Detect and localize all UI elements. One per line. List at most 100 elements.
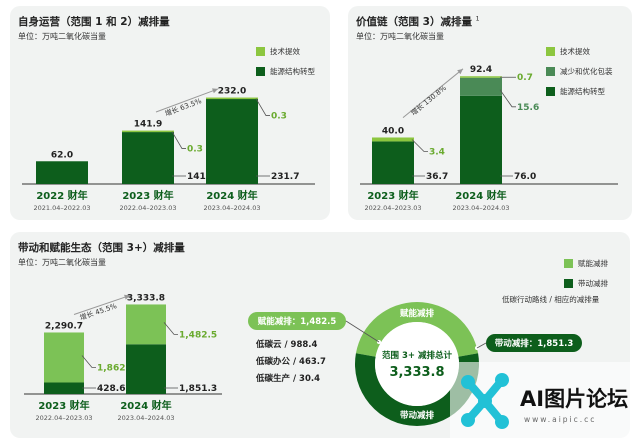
value-chain-title: 价值链（范围 3）减排量 1: [356, 14, 479, 29]
watermark: AI图片论坛 www.aipic.cc: [450, 362, 640, 441]
value-label: 1,862.1: [97, 363, 135, 373]
year-label: 2023 财年: [367, 189, 418, 202]
breakdown-item: 低碳办公 / 463.7: [255, 356, 326, 367]
value-chain-chart: 36.7 3.4 40.0 2023 财年 2022.04–2023.03 76.0 15.…: [360, 65, 618, 212]
total-label: 141.9: [134, 120, 162, 130]
total-label: 3,333.8: [127, 293, 165, 303]
empower-chart: 2,290.7 2023 财年 2022.04–2023.03 1,862.1 428.…: [24, 293, 582, 427]
growth-arrow-line: [155, 88, 219, 113]
leader-line: [499, 89, 516, 108]
value-label: 76.0: [514, 172, 536, 182]
leader-line: [163, 322, 178, 335]
empower-callout-pill: [248, 312, 346, 330]
value-label: 1,482.5: [179, 330, 217, 340]
period-label: 2023.04–2024.03: [452, 204, 509, 212]
legend-swatch: [546, 87, 555, 96]
legend-label: 技术提效: [560, 47, 590, 56]
value-label: 0.3: [187, 145, 203, 155]
ops-legend: 技术提效 能源结构转型: [256, 46, 315, 86]
donut-slice-label: 带动减排: [400, 410, 435, 421]
legend-item: 减少和优化包装: [546, 66, 613, 77]
value-label: 15.6: [517, 103, 539, 113]
bar-packaging-reduction: [460, 77, 502, 96]
legend-item: 能源结构转型: [256, 66, 315, 77]
year-label: 2023 财年: [122, 189, 173, 202]
growth-arrow-line: [73, 294, 131, 315]
bar-tech-efficiency: [206, 97, 258, 100]
roadmap-note: 低碳行动路线 / 相应的减排量: [502, 295, 600, 304]
empower-legend: 赋能减排 带动减排: [564, 258, 608, 298]
legend-item: 赋能减排: [564, 258, 608, 269]
bar-energy-transition: [36, 161, 88, 184]
ops-title: 自身运营（范围 1 和 2）减排量: [18, 16, 170, 28]
bar-tech-efficiency: [372, 137, 414, 142]
legend-swatch: [564, 279, 573, 288]
ops-chart: 62.0 2022 财年 2021.04–2022.03 141.9 2023 财年 20…: [22, 87, 315, 212]
donut-hole: [375, 322, 459, 406]
period-label: 2022.04–2023.03: [35, 414, 92, 422]
donut-slice-label: 赋能减排: [400, 308, 435, 319]
empower-unit: 单位：万吨二氧化碳当量: [18, 258, 106, 267]
legend-label: 赋能减排: [578, 259, 608, 268]
drive-callout-text: 带动减排：1,851.3: [495, 338, 574, 349]
legend-label: 能源结构转型: [270, 67, 315, 76]
leader-line: [255, 98, 270, 116]
growth-label: 增长 45.5%: [79, 301, 119, 322]
value-chain-unit: 单位：万吨二氧化碳当量: [356, 32, 444, 41]
legend-item: 技术提效: [546, 46, 613, 57]
value-label: 36.7: [426, 172, 448, 182]
arrow-head: [124, 294, 130, 300]
leader-line: [345, 320, 380, 343]
bar-driven-reduction: [44, 382, 84, 394]
ops-unit: 单位：万吨二氧化碳当量: [18, 32, 106, 41]
watermark-text: AI图片论坛: [520, 387, 628, 411]
value-chain-legend: 技术提效 减少和优化包装 能源结构转型: [546, 46, 613, 106]
period-label: 2021.04–2022.03: [33, 204, 90, 212]
value-chain-title-text: 价值链（范围 3）减排量: [356, 16, 472, 28]
total-label: 92.4: [470, 65, 492, 75]
value-label: 0.3: [271, 112, 287, 122]
bar-driven-reduction: [126, 344, 166, 394]
value-label: 231.7: [271, 172, 299, 182]
period-label: 2022.04–2023.03: [364, 204, 421, 212]
year-label: 2024 财年: [455, 189, 506, 202]
bar-energy-transition: [206, 99, 258, 184]
legend-label: 减少和优化包装: [560, 67, 613, 76]
year-label: 2024 财年: [206, 189, 257, 202]
donut-slice-empowered: [355, 302, 479, 357]
ops-panel: 自身运营（范围 1 和 2）减排量 单位：万吨二氧化碳当量 技术提效 能源结构转…: [10, 6, 330, 220]
empower-callout-text: 赋能减排：1,482.5: [258, 316, 337, 327]
legend-swatch: [546, 67, 555, 76]
bar-energy-transition: [460, 95, 502, 184]
total-label: 232.0: [218, 87, 246, 97]
value-label: 1,851.3: [179, 384, 217, 394]
legend-swatch: [564, 259, 573, 268]
donut-center-label: 范围 3+ 减排总计: [382, 350, 452, 361]
period-label: 2023.04–2024.03: [117, 414, 174, 422]
leader-line: [411, 139, 428, 152]
bar-tech-efficiency: [460, 76, 502, 78]
bar-empowered-reduction: [44, 332, 84, 383]
legend-swatch: [546, 47, 555, 56]
legend-item: 能源结构转型: [546, 86, 613, 97]
value-chain-panel: 价值链（范围 3）减排量 1 单位：万吨二氧化碳当量 技术提效 减少和优化包装 …: [348, 6, 632, 220]
legend-swatch: [256, 67, 265, 76]
legend-label: 技术提效: [270, 47, 300, 56]
leader-line: [171, 131, 186, 149]
watermark-logo-icon: [461, 373, 509, 429]
legend-swatch: [256, 47, 265, 56]
year-label: 2023 财年: [38, 399, 89, 412]
value-label: 3.4: [429, 147, 445, 157]
total-label: 2,290.7: [45, 321, 83, 331]
value-label: 0.7: [517, 73, 533, 83]
period-label: 2022.04–2023.03: [119, 204, 176, 212]
year-label: 2024 财年: [120, 399, 171, 412]
value-label: 141.6: [187, 172, 215, 182]
arrow-head: [457, 68, 463, 75]
bar-energy-transition: [372, 141, 414, 184]
year-label: 2022 财年: [36, 189, 87, 202]
donut-center-value: 3,333.8: [389, 365, 444, 380]
leader-line: [476, 342, 487, 349]
empower-title: 带动和赋能生态（范围 3+）减排量: [18, 242, 185, 254]
footnote-marker: 1: [475, 15, 480, 23]
